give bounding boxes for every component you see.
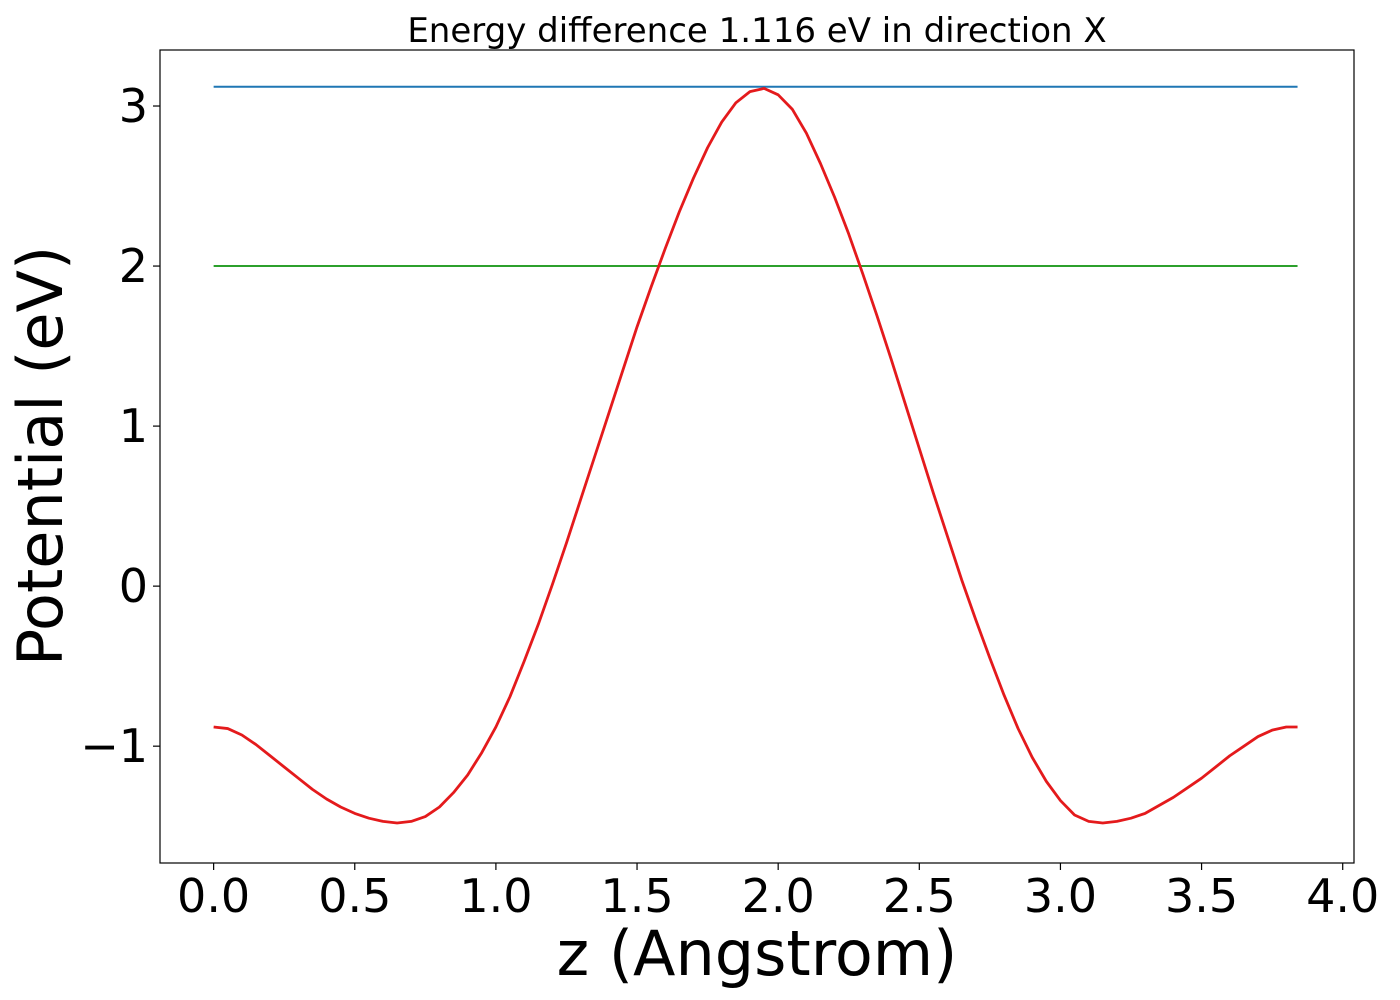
x-tick-label: 3.0	[1024, 869, 1097, 923]
x-axis-label: z (Angstrom)	[557, 917, 958, 990]
x-tick-label: 4.0	[1306, 869, 1379, 923]
x-tick-label: 1.0	[459, 869, 532, 923]
y-tick-label: 0	[119, 559, 148, 613]
y-tick-label: 3	[119, 79, 148, 133]
x-tick-label: 2.5	[883, 869, 956, 923]
x-tick-label: 3.5	[1165, 869, 1238, 923]
plot-area	[213, 85, 1298, 825]
y-tick-label: −1	[80, 719, 148, 773]
x-tick-label: 1.5	[600, 869, 673, 923]
axes-frame	[159, 49, 1355, 864]
series-line-2	[213, 87, 1298, 825]
x-tick-label: 0.0	[177, 869, 250, 923]
y-axis: −1 0 1 2 3	[80, 79, 160, 773]
y-tick-label: 1	[119, 399, 148, 453]
y-axis-label: Potential (eV)	[4, 246, 77, 666]
x-tick-label: 0.5	[318, 869, 391, 923]
chart-title: Energy difference 1.116 eV in direction …	[407, 11, 1106, 51]
x-tick-label: 2.0	[742, 869, 815, 923]
x-axis: 0.0 0.5 1.0 1.5 2.0 2.5 3.0 3.5 4.0	[177, 863, 1379, 923]
y-tick-label: 2	[119, 239, 148, 293]
